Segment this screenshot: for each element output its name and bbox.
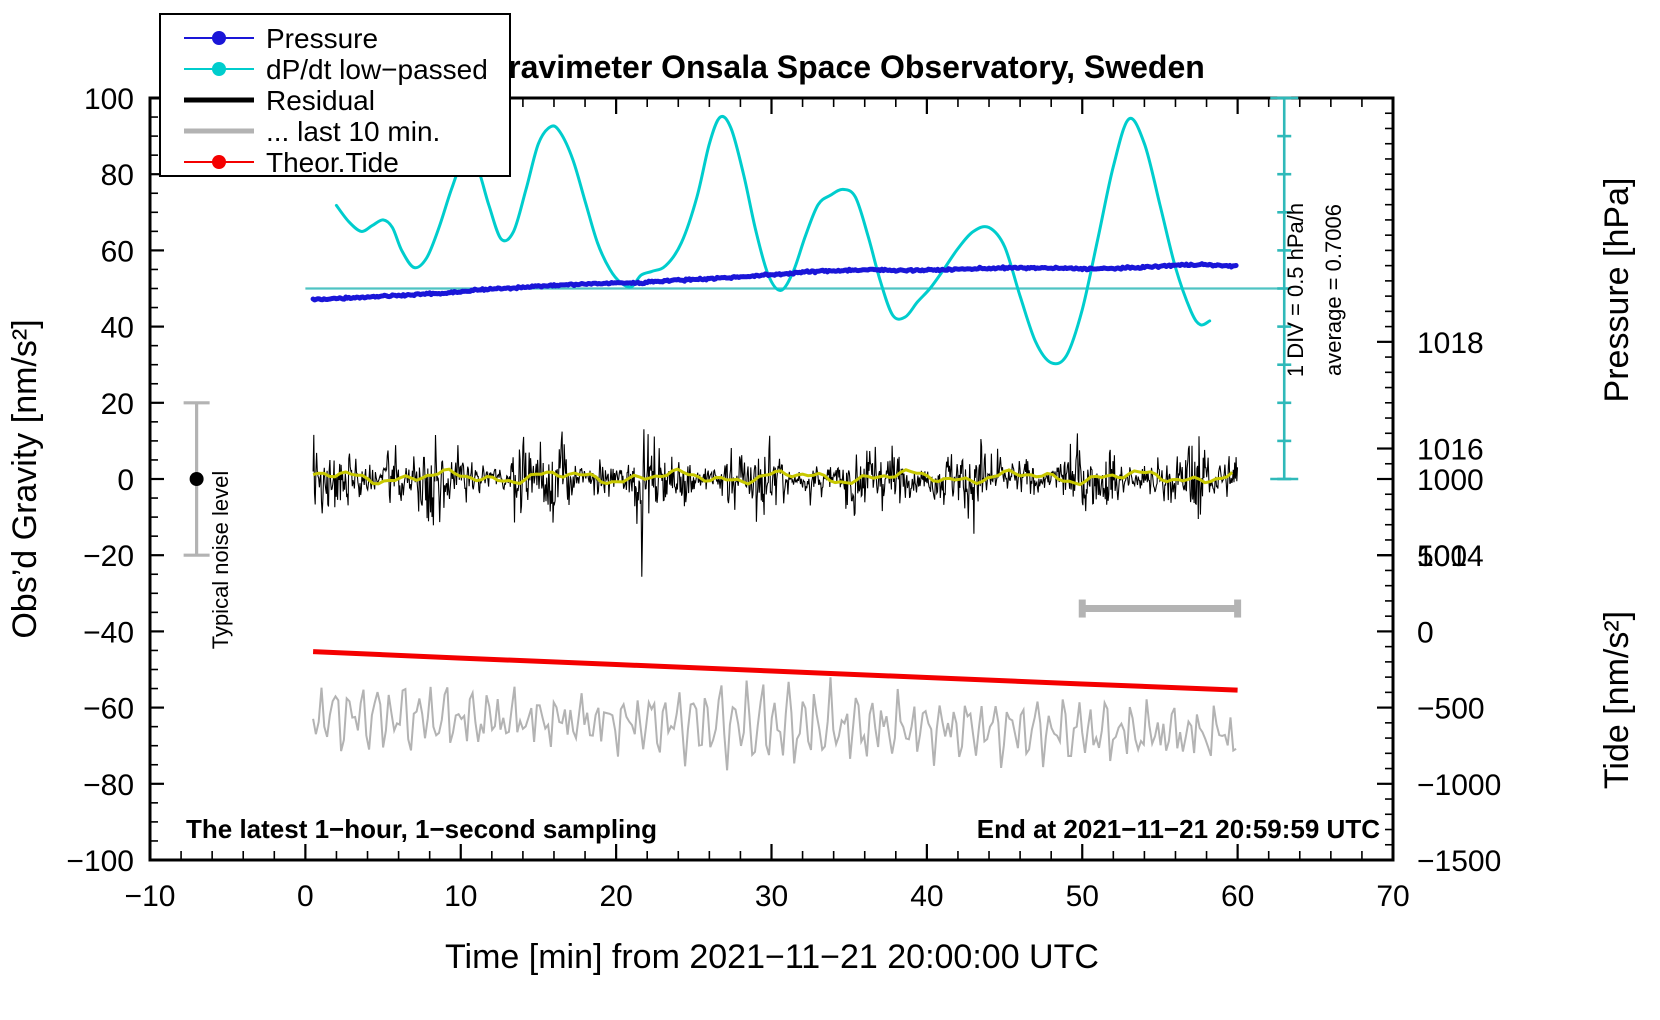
legend-item-label: Pressure: [266, 23, 378, 54]
svg-text:50: 50: [1066, 880, 1099, 913]
svg-text:−1000: −1000: [1417, 769, 1501, 802]
legend-item-label: dP/dt low−passed: [266, 54, 488, 85]
svg-text:−40: −40: [83, 616, 134, 649]
series-pressure: [310, 261, 1239, 303]
series-last-10-min: [312, 677, 1237, 771]
svg-text:0: 0: [1417, 616, 1434, 649]
legend-marker-dot: [212, 62, 226, 76]
svg-text:80: 80: [101, 159, 134, 192]
svg-text:1016: 1016: [1417, 434, 1484, 467]
svg-text:−1500: −1500: [1417, 845, 1501, 878]
svg-text:0: 0: [117, 464, 134, 497]
svg-text:40: 40: [101, 312, 134, 345]
y-axis-left-title: Obs’d Gravity [nm/s²]: [6, 319, 44, 638]
svg-text:−20: −20: [83, 540, 134, 573]
legend-item-residual[interactable]: Residual: [184, 85, 375, 116]
caption-right: End at 2021−11−21 20:59:59 UTC: [977, 814, 1380, 844]
svg-text:40: 40: [910, 880, 943, 913]
svg-text:70: 70: [1376, 880, 1409, 913]
svg-text:−60: −60: [83, 693, 134, 726]
svg-text:60: 60: [1221, 880, 1254, 913]
legend-item-label: Theor.Tide: [266, 147, 399, 178]
series-residual-smoothed: [312, 467, 1234, 487]
x-axis-title: Time [min] from 2021−11−21 20:00:00 UTC: [445, 938, 1099, 976]
svg-text:10: 10: [444, 880, 477, 913]
legend-item-theor-tide[interactable]: Theor.Tide: [184, 147, 399, 178]
svg-text:20: 20: [599, 880, 632, 913]
y-axis-right-ticks: 1014 1016 1018 −1500 −1000 −500 0 500 1000: [1377, 97, 1501, 878]
svg-text:−100: −100: [66, 845, 134, 878]
noise-level-label: Typical noise level: [208, 471, 233, 650]
svg-text:20: 20: [101, 388, 134, 421]
svg-text:1014: 1014: [1417, 540, 1484, 573]
legend-item-label: ... last 10 min.: [266, 116, 440, 147]
y-axis-right-tide-title: Tide [nm/s²]: [1598, 611, 1636, 789]
y-axis-left-ticks: −100 −80 −60 −40 −20 0 20 40 60 80 100: [66, 83, 164, 878]
svg-text:30: 30: [755, 880, 788, 913]
data-series-layer: [305, 114, 1285, 771]
y-axis-right-pressure-title: Pressure [hPa]: [1598, 178, 1636, 403]
svg-text:1018: 1018: [1417, 327, 1484, 360]
scalebar-div-label: 1 DIV = 0.5 hPa/h: [1283, 203, 1308, 377]
legend-item-label: Residual: [266, 85, 375, 116]
svg-text:0: 0: [297, 880, 314, 913]
dpdt-scale-bar: [1270, 96, 1299, 481]
svg-text:60: 60: [101, 235, 134, 268]
series-theoretical-tide: [312, 649, 1238, 693]
svg-text:−10: −10: [125, 880, 176, 913]
svg-text:1000: 1000: [1417, 464, 1484, 497]
svg-text:500: 500: [1417, 540, 1467, 573]
legend-marker-dot: [212, 31, 226, 45]
svg-text:100: 100: [84, 83, 134, 116]
svg-text:−80: −80: [83, 769, 134, 802]
legend-marker-dot: [212, 155, 226, 169]
legend-item-pressure[interactable]: Pressure: [184, 23, 378, 54]
x-axis-ticks: −10 0 10 20 30 40 50 60 70: [125, 98, 1410, 913]
typical-noise-level-marker: [183, 401, 210, 557]
scalebar-average-label: average = 0.7006: [1321, 204, 1346, 376]
legend-item-dp-dt-low-passed[interactable]: dP/dt low−passed: [184, 54, 488, 85]
caption-left: The latest 1−hour, 1−second sampling: [186, 814, 657, 844]
annotation-layer: [183, 96, 1299, 618]
svg-text:−500: −500: [1417, 693, 1485, 726]
legend-item-last-10-min[interactable]: ... last 10 min.: [184, 116, 440, 147]
